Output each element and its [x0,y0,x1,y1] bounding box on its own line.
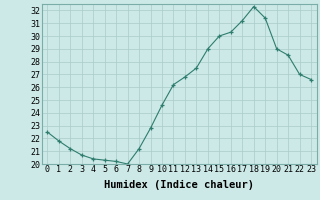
X-axis label: Humidex (Indice chaleur): Humidex (Indice chaleur) [104,180,254,190]
